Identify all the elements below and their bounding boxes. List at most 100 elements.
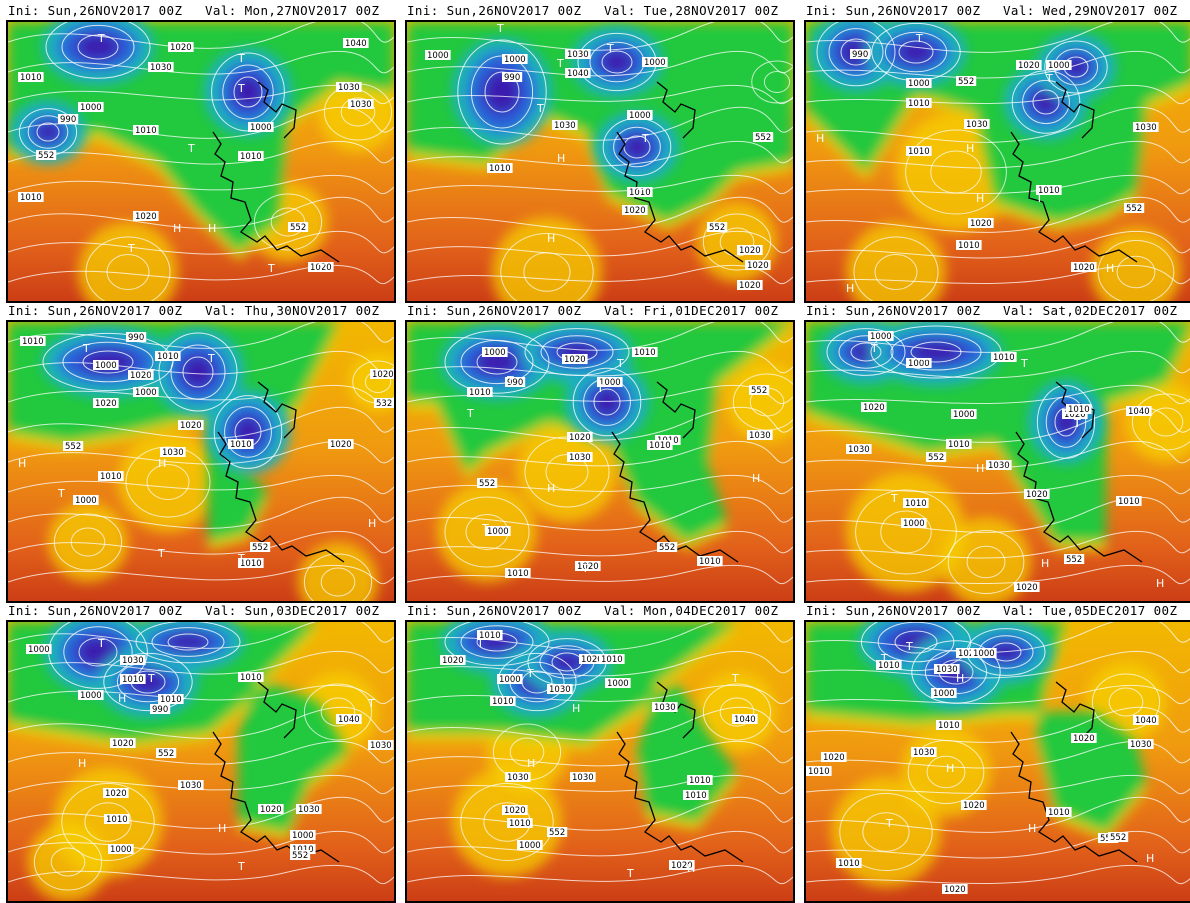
isobar [182, 356, 214, 388]
isobar [894, 630, 938, 654]
svg-text:1020: 1020 [372, 370, 394, 380]
low-marker: T [581, 562, 589, 575]
isobar [930, 150, 982, 194]
init-time-label: Ini: Sun,26NOV2017 00Z [806, 603, 981, 618]
isobar [806, 864, 1190, 885]
isobar-label: 552 [1124, 203, 1145, 214]
low-core [622, 134, 652, 160]
isobar [8, 496, 394, 529]
isobar-label: 990 [126, 332, 147, 343]
isobar [763, 71, 791, 93]
isobar-label: 1020 [961, 800, 987, 811]
svg-text:552: 552 [1066, 555, 1082, 565]
isobar [407, 684, 793, 705]
valid-time-label: Val: Fri,01DEC2017 00Z [604, 303, 779, 318]
init-time-label: Ini: Sun,26NOV2017 00Z [407, 603, 582, 618]
low-marker: T [147, 672, 155, 685]
low-core [35, 122, 61, 142]
isobar [78, 637, 118, 667]
isobar [1097, 240, 1175, 301]
isobar [806, 406, 1190, 443]
panel-header: Ini: Sun,26NOV2017 00Z Val: Wed,29NOV2017… [806, 3, 1177, 18]
isobar [926, 755, 966, 789]
low-marker: T [905, 640, 913, 653]
isobar-label: 1010 [1046, 807, 1072, 818]
isobar [806, 830, 1190, 859]
isobar-label: 1020 [308, 262, 334, 273]
isobar-label: 1010 [120, 674, 146, 685]
high-marker: H [527, 757, 535, 770]
isobar [320, 567, 356, 597]
svg-text:1010: 1010 [509, 819, 531, 829]
high-pressure-area [298, 542, 378, 601]
isobar-label: 1010 [647, 440, 673, 451]
svg-text:1010: 1010 [948, 440, 970, 450]
isobar [524, 328, 630, 376]
svg-text:1020: 1020 [564, 355, 586, 365]
high-pressure-area [492, 217, 602, 301]
isobar-label: 1020 [737, 245, 763, 256]
isobar-label: 1030 [570, 772, 596, 783]
isobar-label: 552 [36, 150, 57, 161]
isobar [8, 796, 394, 829]
isobar-label: 1020 [133, 211, 159, 222]
high-marker: H [1041, 557, 1049, 570]
isobar [8, 84, 394, 105]
isobar [103, 652, 193, 712]
svg-text:1030: 1030 [350, 100, 372, 110]
panel-header: Ini: Sun,26NOV2017 00Z Val: Fri,01DEC2017… [407, 303, 778, 318]
isobar-label: 1020 [502, 805, 528, 816]
svg-text:1020: 1020 [260, 805, 282, 815]
isobar [884, 31, 948, 73]
init-time-label: Ini: Sun,26NOV2017 00Z [407, 303, 582, 318]
svg-text:1020: 1020 [112, 739, 134, 749]
low-marker: T [466, 407, 474, 420]
svg-text:1010: 1010 [938, 721, 960, 731]
high-marker: H [208, 222, 216, 235]
forecast-panel: Ini: Sun,26NOV2017 00Z Val: Sat,02DEC2017… [798, 300, 1190, 603]
pressure-map: 1000 1030 1010 1000 1010 990 1010 1020 1030 552 10… [6, 620, 396, 903]
isobar-label: 1020 [745, 260, 771, 271]
svg-text:552: 552 [252, 543, 268, 553]
svg-text:1010: 1010 [122, 675, 144, 685]
isobar-label: 1020 [1071, 733, 1097, 744]
isobar [407, 706, 793, 741]
isobar-label: 1010 [467, 387, 493, 398]
svg-text:1040: 1040 [1135, 716, 1157, 726]
svg-text:1000: 1000 [870, 332, 892, 342]
coastline [656, 81, 696, 139]
low-marker: T [127, 242, 135, 255]
high-pressure-area [118, 432, 218, 532]
svg-text:1010: 1010 [492, 697, 514, 707]
isobar [806, 140, 1190, 169]
isobar-label: 1000 [605, 678, 631, 689]
svg-text:1000: 1000 [629, 111, 651, 121]
svg-text:1010: 1010 [905, 499, 927, 509]
isobar [8, 774, 394, 795]
low-marker: T [207, 352, 215, 365]
low-marker: T [636, 187, 644, 200]
isobar [601, 50, 633, 74]
high-marker: H [1028, 822, 1036, 835]
isobar [8, 530, 394, 555]
isobar-label: 552 [707, 222, 728, 233]
isobar [850, 342, 882, 362]
svg-text:1030: 1030 [298, 805, 320, 815]
isobar [8, 740, 394, 765]
isobar-label: 1030 [348, 99, 374, 110]
init-time-label: Ini: Sun,26NOV2017 00Z [8, 303, 183, 318]
svg-text:1010: 1010 [507, 569, 529, 579]
isobar-label: 1030 [336, 82, 362, 93]
isobar [253, 193, 323, 251]
high-marker: H [547, 482, 555, 495]
svg-text:1020: 1020 [95, 399, 117, 409]
low-marker: T [870, 342, 878, 355]
isobar-label: 1020 [258, 804, 284, 815]
svg-text:1000: 1000 [504, 55, 526, 65]
svg-text:1000: 1000 [644, 58, 666, 68]
isobar-label: 1040 [565, 68, 591, 79]
low-marker: T [920, 357, 928, 370]
svg-text:1000: 1000 [292, 831, 314, 841]
isobar [8, 830, 394, 855]
low-marker: T [82, 342, 90, 355]
